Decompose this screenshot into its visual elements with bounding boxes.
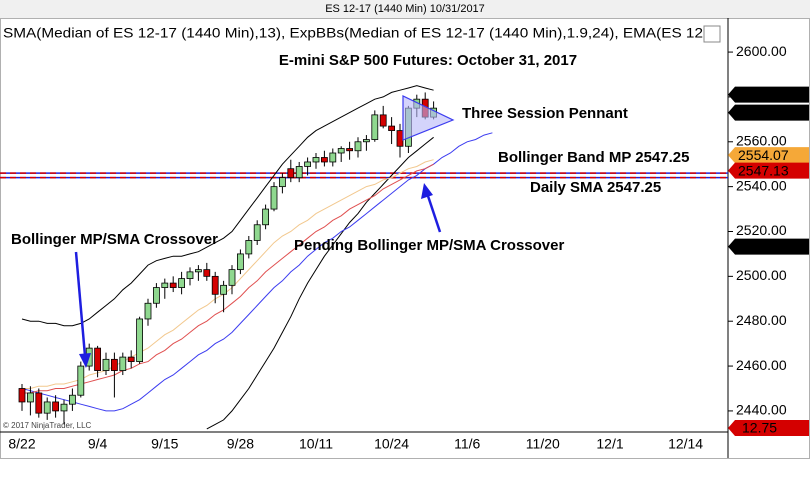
annotation: Daily SMA 2547.25: [530, 179, 661, 196]
candle-body: [220, 284, 228, 295]
candle-body: [312, 157, 320, 163]
candle-body: [354, 141, 362, 152]
price-marker-label: 2573.00: [738, 104, 789, 120]
price-marker-label: 2547.13: [738, 162, 789, 178]
y-tick-label: 2480.00: [736, 312, 787, 328]
arrow: [426, 195, 442, 233]
chart-title: E-mini S&P 500 Futures: October 31, 2017: [279, 52, 577, 69]
candle-body: [102, 358, 110, 371]
candle-body: [295, 166, 303, 179]
candle-body: [186, 271, 194, 279]
candle-body: [211, 275, 219, 295]
panel-icon[interactable]: [703, 25, 721, 43]
indicator-line: [22, 159, 434, 389]
candle-body: [228, 269, 236, 286]
indicator-line: [206, 136, 434, 430]
annotation: Three Session Pennant: [462, 105, 628, 122]
x-tick-label: 9/4: [88, 436, 108, 452]
candle-body: [111, 358, 118, 371]
candle-body: [262, 208, 270, 226]
x-tick-label: 12/14: [668, 436, 703, 452]
x-tick-label: 10/24: [374, 436, 409, 452]
candle-body: [287, 168, 295, 179]
arrow: [74, 251, 87, 357]
y-tick-label: 2520.00: [736, 222, 787, 238]
candle-body: [161, 282, 169, 288]
indicator-line: [21, 132, 493, 412]
y-tick-label: 2460.00: [736, 357, 787, 373]
candle-body: [371, 114, 379, 140]
price-marker-label: 2581.00: [738, 86, 789, 102]
x-tick-label: 9/15: [151, 436, 178, 452]
annotation: Bollinger Band MP 2547.25: [498, 149, 689, 166]
candle-body: [52, 401, 59, 412]
candle-body: [178, 278, 186, 288]
indicator-line: [21, 85, 434, 327]
candle-body: [144, 302, 152, 320]
candle-body: [194, 269, 202, 273]
candle-body: [169, 282, 177, 288]
copyright: © 2017 NinjaTrader, LLC: [3, 421, 92, 430]
candle-body: [346, 148, 354, 152]
price-marker: [728, 104, 809, 121]
price-marker: [728, 162, 809, 179]
candle-body: [77, 365, 85, 396]
candle-body: [304, 161, 312, 167]
plot-area: [0, 85, 728, 430]
candle-body: [43, 401, 51, 414]
candle-body: [60, 403, 68, 412]
annotation: Bollinger MP/SMA Crossover: [11, 231, 218, 248]
candle-body: [270, 186, 278, 210]
x-tick-label: 11/20: [526, 436, 560, 452]
candle-body: [203, 269, 211, 277]
window-title: ES 12-17 (1440 Min) 10/31/2017: [325, 3, 485, 15]
candle-body: [362, 139, 370, 143]
candle-body: [320, 157, 328, 163]
candle-body: [69, 394, 76, 405]
candle-body: [152, 287, 160, 304]
candle-body: [236, 253, 244, 271]
annotation: Pending Bollinger MP/SMA Crossover: [294, 237, 564, 254]
price-marker: [728, 147, 809, 164]
candle-body: [136, 318, 144, 362]
x-tick-label: 9/28: [227, 436, 254, 452]
indicator-line: [22, 163, 434, 394]
y-tick-label: 2500.00: [736, 267, 787, 283]
candle-body: [94, 347, 101, 371]
candle-body: [278, 177, 286, 188]
bottom-marker: [728, 420, 809, 436]
arrow-head: [79, 353, 91, 368]
candle-body: [119, 356, 127, 371]
candle-body: [388, 125, 396, 131]
price-marker-label: 2513.27: [738, 238, 789, 254]
bottom-marker-label: 12.75: [742, 420, 777, 436]
candle-body: [245, 240, 253, 255]
candle-body: [329, 152, 337, 163]
candle-body: [26, 392, 34, 403]
y-tick-label: 2600.00: [736, 43, 787, 59]
x-tick-label: 8/22: [8, 436, 35, 452]
price-marker-label: 2554.07: [738, 147, 789, 163]
candle-body: [379, 114, 387, 127]
candle-body: [337, 148, 345, 154]
y-tick-label: 2560.00: [736, 132, 787, 148]
candle-body: [35, 392, 43, 414]
candle-body: [253, 224, 261, 241]
candle-body: [127, 356, 135, 362]
pennant: [402, 95, 455, 141]
candle-body: [18, 388, 26, 403]
price-marker: [728, 86, 809, 103]
y-tick-label: 2440.00: [736, 402, 787, 418]
indicator-label: SMA(Median of ES 12-17 (1440 Min),13), E…: [3, 25, 703, 41]
x-tick-label: 10/11: [299, 436, 333, 452]
price-marker: [728, 238, 809, 255]
x-tick-label: 11/6: [454, 436, 480, 452]
window-bar: [0, 0, 810, 18]
arrow-head: [421, 183, 433, 199]
x-tick-label: 12/1: [596, 436, 623, 452]
candle-body: [396, 130, 404, 147]
y-tick-label: 2540.00: [736, 177, 787, 193]
